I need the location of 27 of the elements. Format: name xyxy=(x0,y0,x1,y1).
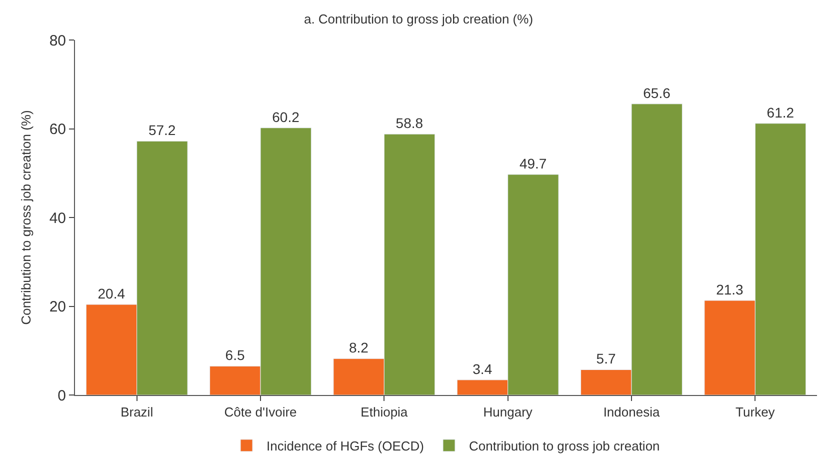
y-tick-label: 80 xyxy=(49,32,66,50)
x-tick-label: Hungary xyxy=(483,404,533,420)
legend-label: Incidence of HGFs (OECD) xyxy=(266,438,424,454)
y-tick-label: 60 xyxy=(49,121,66,138)
x-tick-label: Brazil xyxy=(120,404,154,420)
data-label: 8.2 xyxy=(348,340,369,356)
data-label: 49.7 xyxy=(519,155,547,172)
data-label: 6.5 xyxy=(225,347,245,364)
data-label: 58.8 xyxy=(396,115,424,132)
x-tick-label: Indonesia xyxy=(603,404,660,420)
data-label: 3.4 xyxy=(472,360,492,377)
data-label: 65.6 xyxy=(643,84,671,101)
data-label: 57.2 xyxy=(148,122,176,138)
y-tick-label: 0 xyxy=(58,387,66,404)
data-label: 21.3 xyxy=(716,281,744,298)
x-tick-label: Côte d'Ivoire xyxy=(224,404,297,420)
x-tick-label: Turkey xyxy=(736,404,776,420)
data-label: 61.2 xyxy=(766,104,794,120)
x-tick-label: Ethiopia xyxy=(360,404,408,420)
data-label: 5.7 xyxy=(596,350,616,367)
legend-label: Contribution to gross job creation xyxy=(469,438,660,454)
chart-title: a. Contribution to gross job creation (%) xyxy=(304,11,534,26)
y-axis-title: Contribution to gross job creation (%) xyxy=(18,110,34,325)
y-tick-label: 40 xyxy=(49,210,66,227)
y-tick-label: 20 xyxy=(49,298,66,316)
data-label: 20.4 xyxy=(98,285,126,302)
data-label: 60.2 xyxy=(272,108,300,125)
